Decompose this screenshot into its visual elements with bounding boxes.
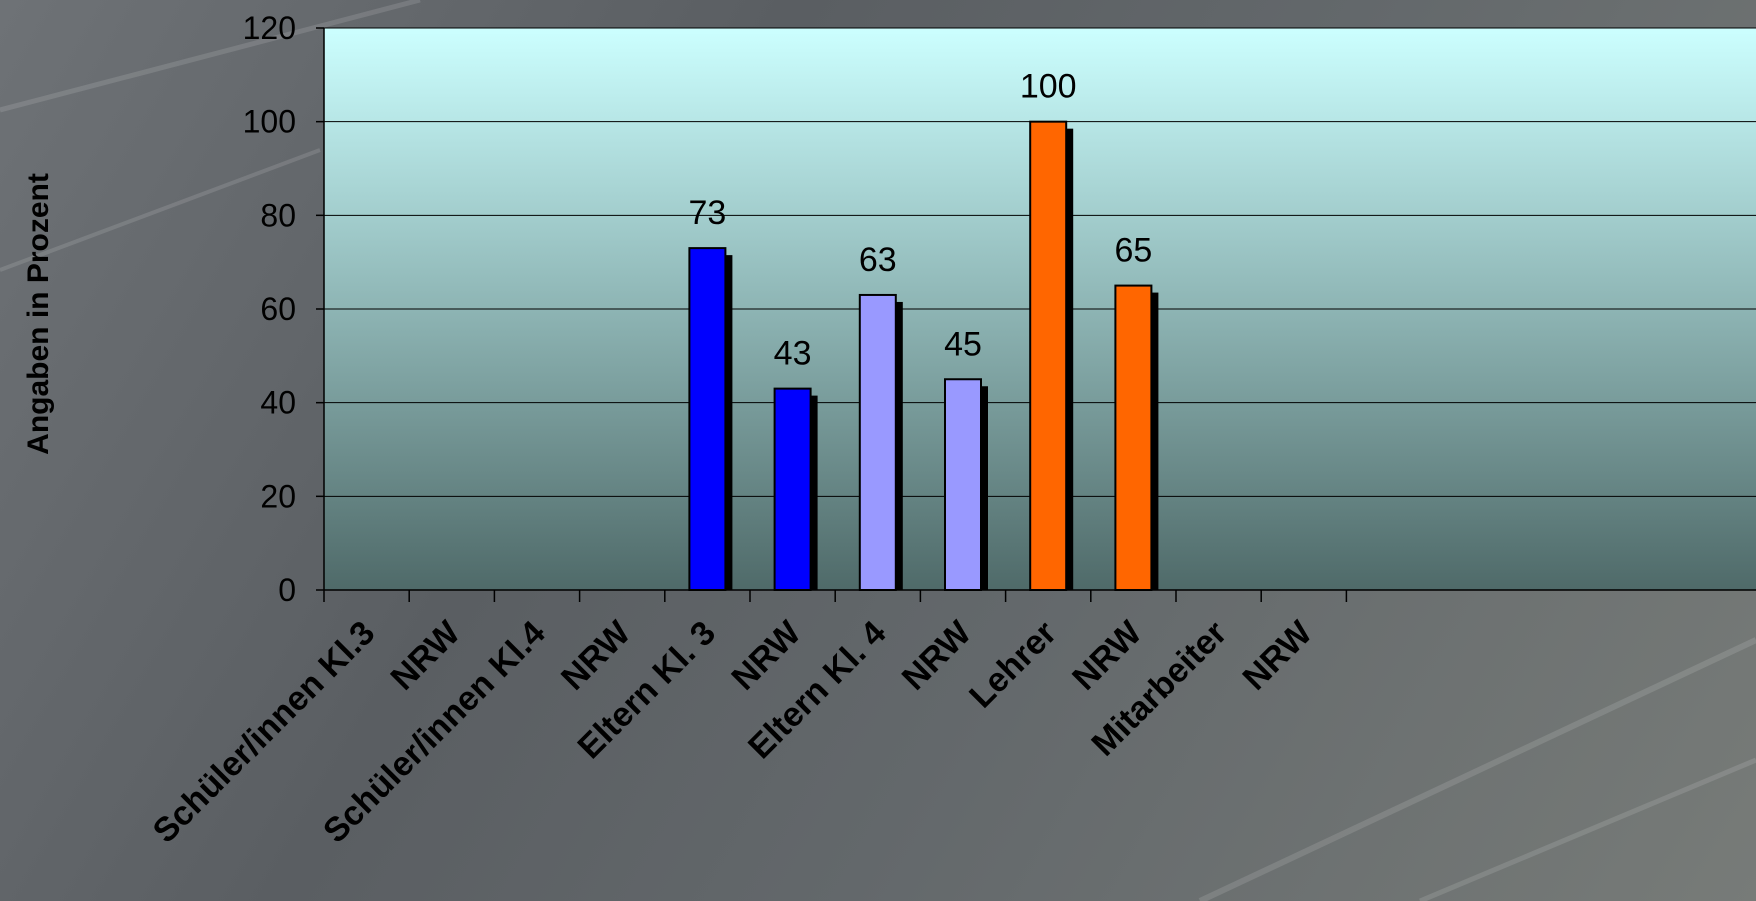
bar-value-label: 43 xyxy=(774,335,812,373)
bar xyxy=(688,247,727,591)
y-axis: 0 20 40 60 80 100 120 xyxy=(243,10,325,608)
bar-value-label: 65 xyxy=(1114,232,1152,270)
bar xyxy=(858,293,897,591)
y-tick-label: 100 xyxy=(243,104,296,140)
y-tick-label: 120 xyxy=(243,10,296,46)
bars: 73 43 63 45 100 65 xyxy=(688,68,1159,592)
y-tick-label: 20 xyxy=(260,478,296,514)
bar-value-label: 63 xyxy=(859,241,897,279)
y-tick-label: 60 xyxy=(260,291,296,327)
bar-value-label: 100 xyxy=(1020,68,1077,106)
bar xyxy=(1114,284,1153,591)
y-tick-label: 80 xyxy=(260,197,296,233)
x-category-label: Lehrer xyxy=(962,614,1064,716)
bar xyxy=(773,387,812,591)
bar xyxy=(1029,120,1068,592)
bar-value-label: 73 xyxy=(688,194,726,232)
y-tick-label: 0 xyxy=(278,572,296,608)
bar xyxy=(944,378,982,591)
bar-value-label: 45 xyxy=(944,325,982,363)
x-category-label: NRW xyxy=(1236,613,1320,697)
y-axis-title: Angaben in Prozent xyxy=(22,173,55,455)
y-tick-label: 40 xyxy=(260,385,296,421)
